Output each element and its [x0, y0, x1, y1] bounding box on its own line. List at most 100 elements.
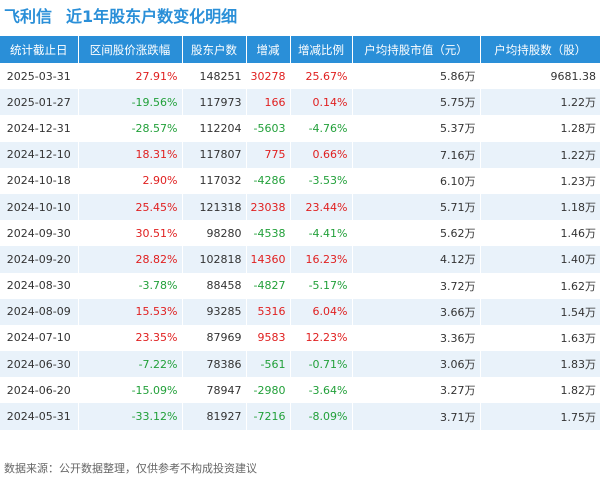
col-header-diff-pct[interactable]: 增减比例 [290, 36, 353, 63]
cell-avg-shares: 1.18万 [480, 193, 600, 221]
table-row: 2024-10-18 2.90% 117032 -4286 -3.53% 6.10万 1.2… [0, 167, 600, 194]
cell-diff-pct: 0.14% [290, 89, 353, 116]
cell-diff: -4286 [246, 167, 291, 194]
col-header-holders[interactable]: 股东户数 [182, 36, 247, 63]
cell-holders: 148251 [182, 63, 247, 90]
table-row: 2025-03-31 27.91% 148251 30278 25.67% 5.86万 96… [0, 63, 600, 90]
cell-avg-shares: 1.63万 [480, 324, 600, 352]
cell-holders: 87969 [182, 324, 247, 352]
cell-holders: 117032 [182, 167, 247, 194]
cell-diff: -4827 [246, 272, 291, 299]
cell-price-change: 18.31% [78, 141, 183, 168]
cell-diff: 9583 [246, 324, 291, 352]
cell-avg-shares: 1.22万 [480, 141, 600, 168]
cell-diff-pct: -5.17% [290, 272, 353, 299]
cell-holders: 93285 [182, 298, 247, 325]
table-row: 2024-08-09 15.53% 93285 5316 6.04% 3.66万 1.54万 [0, 298, 600, 325]
data-source-note: 数据来源：公开数据整理，仅供参考不构成投资建议 [4, 462, 257, 475]
cell-avg-shares: 1.28万 [480, 115, 600, 142]
cell-avg-shares: 1.23万 [480, 167, 600, 194]
cell-date: 2024-09-30 [0, 220, 79, 247]
cell-price-change: 30.51% [78, 220, 183, 247]
cell-date: 2024-12-31 [0, 115, 79, 142]
cell-avg-value: 5.62万 [352, 220, 481, 247]
cell-price-change: 15.53% [78, 298, 183, 325]
table-header-row: 统计截止日 区间股价涨跌幅 股东户数 增减 增减比例 户均持股市值（元） 户均持… [0, 36, 600, 63]
cell-avg-value: 3.36万 [352, 324, 481, 352]
cell-holders: 81927 [182, 403, 247, 430]
col-header-diff[interactable]: 增减 [246, 36, 291, 63]
cell-diff-pct: 6.04% [290, 298, 353, 325]
table-row: 2024-07-10 23.35% 87969 9583 12.23% 3.36万 1.63… [0, 324, 600, 352]
cell-diff-pct: 0.66% [290, 141, 353, 168]
col-header-avg-value[interactable]: 户均持股市值（元） [352, 36, 481, 63]
col-header-price-change[interactable]: 区间股价涨跌幅 [78, 36, 183, 63]
cell-price-change: -3.78% [78, 272, 183, 299]
cell-avg-value: 3.72万 [352, 272, 481, 299]
cell-diff-pct: 16.23% [290, 246, 353, 273]
table-row: 2024-10-10 25.45% 121318 23038 23.44% 5.71万 1.… [0, 193, 600, 221]
table-row: 2024-08-30 -3.78% 88458 -4827 -5.17% 3.72万 1.6… [0, 272, 600, 299]
cell-date: 2024-06-30 [0, 351, 79, 378]
cell-diff: -4538 [246, 220, 291, 247]
cell-holders: 78947 [182, 377, 247, 404]
cell-date: 2024-08-30 [0, 272, 79, 299]
cell-date: 2024-08-09 [0, 298, 79, 325]
cell-avg-value: 3.27万 [352, 377, 481, 404]
cell-avg-shares: 1.22万 [480, 89, 600, 116]
cell-avg-value: 4.12万 [352, 246, 481, 273]
cell-date: 2024-06-20 [0, 377, 79, 404]
cell-date: 2024-12-10 [0, 141, 79, 168]
cell-avg-shares: 1.62万 [480, 272, 600, 299]
cell-avg-shares: 1.46万 [480, 220, 600, 247]
cell-price-change: 2.90% [78, 167, 183, 194]
cell-diff-pct: -0.71% [290, 351, 353, 378]
page-title: 近1年股东户数变化明细 [66, 7, 238, 26]
cell-diff-pct: -4.41% [290, 220, 353, 247]
page-header: 飞利信 近1年股东户数变化明细 [0, 0, 600, 30]
cell-date: 2025-03-31 [0, 63, 79, 90]
cell-price-change: 28.82% [78, 246, 183, 273]
cell-date: 2024-09-20 [0, 246, 79, 273]
cell-holders: 121318 [182, 193, 247, 221]
cell-diff: -5603 [246, 115, 291, 142]
cell-avg-value: 7.16万 [352, 141, 481, 168]
stock-name: 飞利信 [4, 7, 53, 26]
table-row: 2024-09-20 28.82% 102818 14360 16.23% 4.12万 1.… [0, 246, 600, 273]
cell-avg-value: 3.71万 [352, 403, 481, 430]
cell-date: 2024-10-18 [0, 167, 79, 194]
cell-price-change: 23.35% [78, 324, 183, 352]
cell-date: 2024-10-10 [0, 193, 79, 221]
cell-diff-pct: -4.76% [290, 115, 353, 142]
cell-avg-value: 5.75万 [352, 89, 481, 116]
cell-avg-value: 5.86万 [352, 63, 481, 90]
cell-avg-value: 5.71万 [352, 193, 481, 221]
col-header-avg-shares[interactable]: 户均持股数（股） [480, 36, 600, 63]
cell-avg-shares: 1.83万 [480, 351, 600, 378]
cell-price-change: -33.12% [78, 403, 183, 430]
cell-price-change: 27.91% [78, 63, 183, 90]
cell-diff: 166 [246, 89, 291, 116]
cell-holders: 98280 [182, 220, 247, 247]
cell-price-change: -15.09% [78, 377, 183, 404]
cell-holders: 117973 [182, 89, 247, 116]
col-header-date[interactable]: 统计截止日 [0, 36, 79, 63]
cell-avg-shares: 1.54万 [480, 298, 600, 325]
cell-date: 2024-07-10 [0, 324, 79, 352]
cell-holders: 117807 [182, 141, 247, 168]
cell-price-change: -28.57% [78, 115, 183, 142]
cell-diff: 30278 [246, 63, 291, 90]
cell-diff: -7216 [246, 403, 291, 430]
cell-avg-shares: 1.82万 [480, 377, 600, 404]
cell-diff-pct: 23.44% [290, 193, 353, 221]
cell-diff: 775 [246, 141, 291, 168]
cell-diff: 23038 [246, 193, 291, 221]
cell-avg-value: 3.66万 [352, 298, 481, 325]
cell-diff: -561 [246, 351, 291, 378]
table-row: 2024-09-30 30.51% 98280 -4538 -4.41% 5.62万 1.4… [0, 220, 600, 247]
cell-holders: 88458 [182, 272, 247, 299]
cell-avg-shares: 1.40万 [480, 246, 600, 273]
table-row: 2024-05-31 -33.12% 81927 -7216 -8.09% 3.71万 1.… [0, 403, 600, 430]
cell-avg-shares: 9681.38 [480, 63, 600, 90]
cell-diff-pct: 25.67% [290, 63, 353, 90]
